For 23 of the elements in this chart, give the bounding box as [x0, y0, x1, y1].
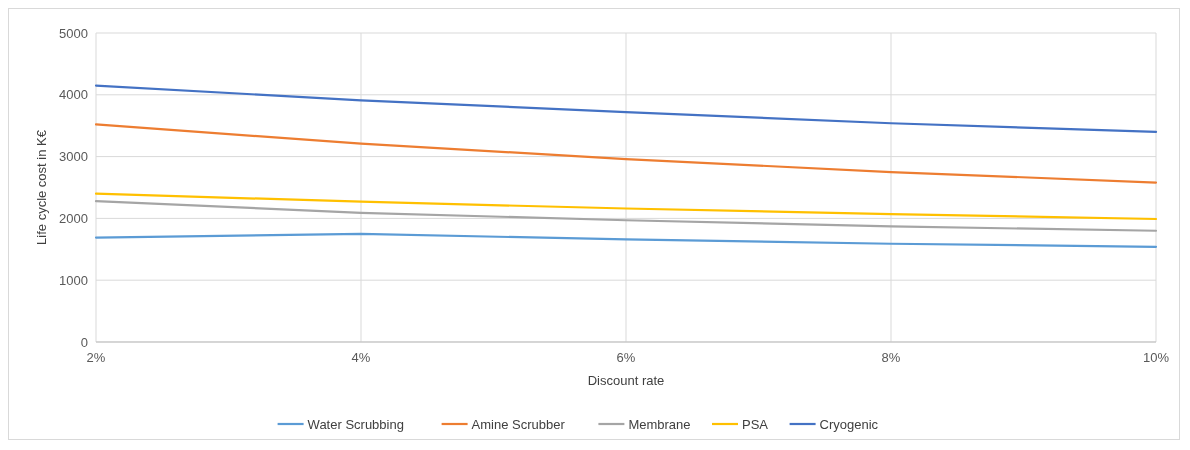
line-series [94, 84, 1158, 133]
x-tick-label: 4% [351, 350, 371, 365]
y-axis-title: Life cycle cost in K€ [34, 129, 49, 245]
y-tick-label: 0 [80, 334, 88, 350]
x-tick-label: 6% [616, 350, 636, 365]
y-tick-label: 1000 [59, 272, 88, 288]
y-tick-label: 5000 [59, 25, 88, 41]
x-axis-title: Discount rate [587, 373, 665, 388]
y-tick-label: 3000 [59, 149, 88, 165]
legend-label: Membrane [628, 416, 691, 432]
legend-label: PSA [742, 416, 769, 432]
x-tick-label: 2% [86, 350, 106, 365]
y-tick-label: 2000 [59, 210, 88, 226]
legend-label: Water Scrubbing [307, 416, 404, 432]
line-series [94, 200, 1158, 232]
legend-label: Amine Scrubber [471, 416, 566, 432]
x-tick-label: 8% [881, 350, 901, 365]
line-series [94, 232, 1158, 248]
y-tick-label: 4000 [59, 87, 88, 103]
line-series [94, 192, 1158, 221]
line-series [94, 123, 1158, 184]
legend-label: Cryogenic [819, 416, 879, 432]
x-tick-label: 10% [1142, 350, 1170, 365]
